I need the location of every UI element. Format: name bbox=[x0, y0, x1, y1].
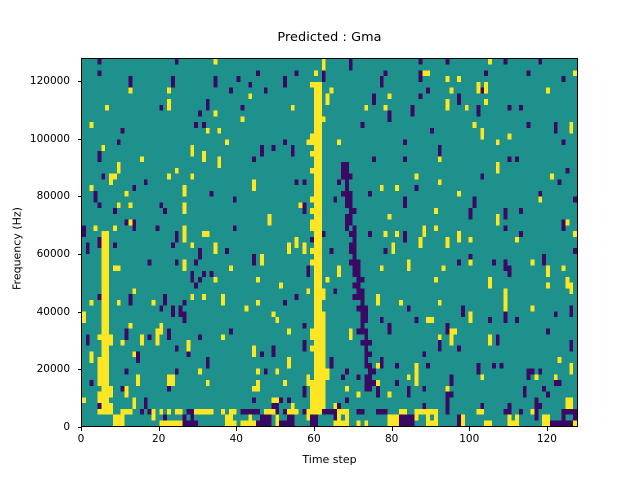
y-axis-tick-label: 60000 bbox=[36, 248, 70, 261]
page-title: Predicted : Gma bbox=[277, 30, 382, 45]
x-axis-tick bbox=[469, 427, 471, 431]
x-axis-tick-label: 0 bbox=[77, 433, 85, 445]
x-axis-tick bbox=[546, 427, 548, 431]
y-axis-tick-label: 0 bbox=[63, 421, 70, 433]
x-axis-tick bbox=[81, 427, 82, 431]
y-axis-tick-label: 80000 bbox=[36, 190, 70, 203]
x-axis-tick-label: 120 bbox=[536, 433, 557, 445]
y-axis-tick bbox=[77, 138, 81, 140]
x-axis-tick bbox=[391, 427, 393, 431]
x-axis-tick bbox=[158, 427, 160, 431]
y-axis-tick-label: 100000 bbox=[29, 132, 70, 145]
heatmap-image bbox=[82, 59, 577, 426]
y-axis-tick-label: 40000 bbox=[36, 305, 70, 318]
x-axis-tick-label: 20 bbox=[151, 433, 166, 445]
y-axis-tick bbox=[77, 254, 81, 256]
x-axis-label: Time step bbox=[302, 453, 357, 466]
heatmap-axes[interactable] bbox=[81, 58, 578, 427]
y-axis-tick bbox=[77, 81, 81, 83]
x-axis-tick bbox=[236, 427, 238, 431]
y-axis-tick-label: 120000 bbox=[29, 75, 70, 88]
x-axis-tick-label: 100 bbox=[459, 433, 480, 445]
x-axis-tick-label: 80 bbox=[384, 433, 399, 445]
x-axis-tick-label: 40 bbox=[229, 433, 243, 445]
y-axis-tick bbox=[77, 427, 81, 428]
y-axis-tick bbox=[77, 311, 81, 313]
x-axis-tick bbox=[313, 427, 315, 431]
x-axis-tick-label: 60 bbox=[307, 433, 321, 445]
y-axis-tick bbox=[77, 369, 81, 371]
y-axis-label: Frequency (Hz) bbox=[10, 207, 24, 290]
y-axis-tick-label: 20000 bbox=[36, 363, 70, 376]
y-axis-tick bbox=[77, 196, 81, 198]
